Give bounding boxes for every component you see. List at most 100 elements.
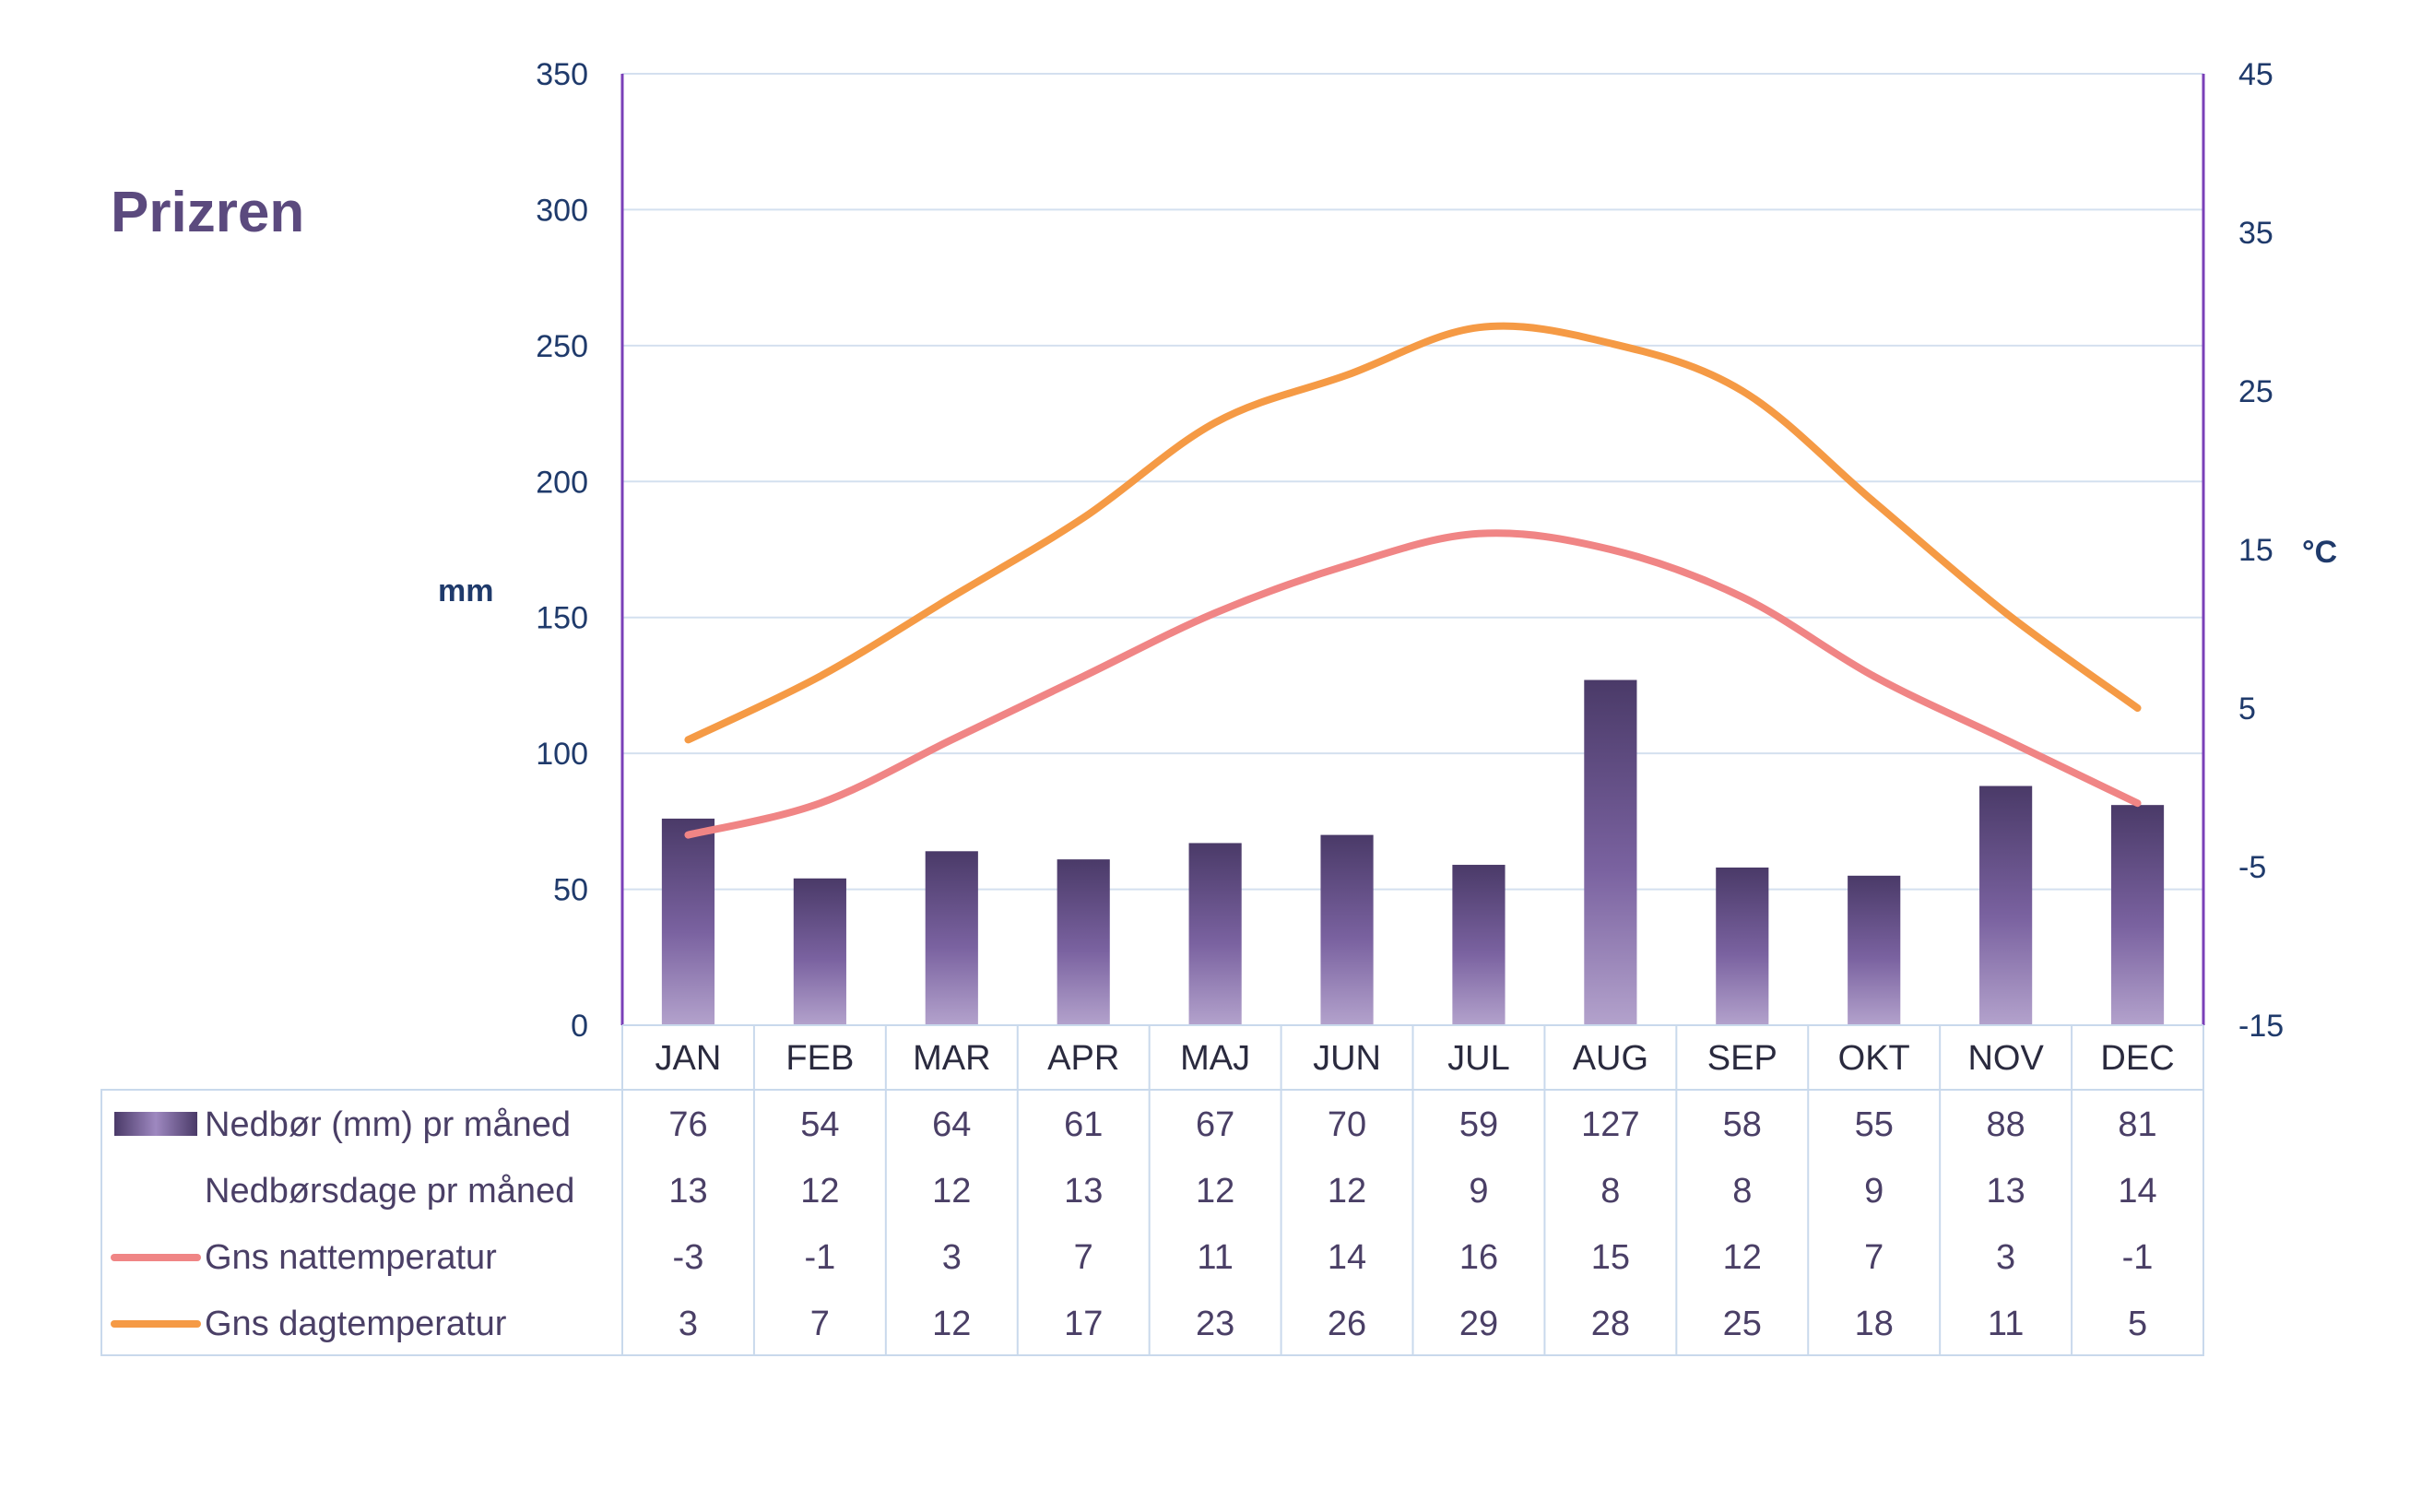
precipitation-bar (925, 851, 978, 1025)
data-value-label: 29 (1459, 1305, 1498, 1343)
right-tick-label: -15 (2238, 1009, 2284, 1044)
data-value-label: 12 (932, 1172, 971, 1211)
data-value-label: 64 (932, 1105, 971, 1144)
precipitation-bars (661, 679, 2165, 1025)
gridlines (622, 73, 2203, 891)
precipitation-bar (1979, 786, 2033, 1025)
category-label: MAR (913, 1039, 990, 1078)
right-tick-label: 25 (2238, 374, 2273, 409)
category-label: MAJ (1180, 1039, 1250, 1078)
data-value-label: 9 (1864, 1172, 1884, 1211)
category-label: JAN (655, 1039, 722, 1078)
data-value-label: 12 (1196, 1172, 1234, 1211)
data-value-label: 23 (1196, 1305, 1234, 1343)
data-value-label: 12 (1328, 1172, 1366, 1211)
data-value-label: 9 (1469, 1172, 1488, 1211)
left-tick-label: 200 (536, 465, 588, 500)
data-value-label: 11 (1197, 1238, 1233, 1277)
left-tick-label: 300 (536, 193, 588, 228)
series-name-label: Nedbør (mm) pr måned (205, 1105, 571, 1144)
data-value-label: 17 (1064, 1305, 1103, 1343)
left-tick-label: 150 (536, 601, 588, 636)
data-value-label: 14 (1328, 1238, 1366, 1277)
data-value-label: 81 (2118, 1105, 2156, 1144)
data-value-label: 12 (932, 1305, 971, 1343)
left-tick-label: 50 (553, 873, 588, 908)
right-tick-label: -5 (2238, 850, 2266, 885)
tick-labels: 0 50 100 150 200 250 300 350 -15 -5 5 15 25 35 45 JAN FE… (536, 57, 2284, 1078)
data-value-label: 15 (1591, 1238, 1630, 1277)
data-value-label: 18 (1855, 1305, 1894, 1343)
data-value-label: -1 (2122, 1238, 2154, 1277)
precipitation-bar (1848, 875, 1901, 1025)
category-label: DEC (2100, 1039, 2174, 1078)
precipitation-bar (1320, 834, 1374, 1025)
right-tick-label: 5 (2238, 691, 2256, 726)
data-value-label: 3 (1996, 1238, 2015, 1277)
right-tick-label: 45 (2238, 57, 2273, 92)
right-axis-label: °C (2302, 535, 2338, 570)
data-value-label: 67 (1196, 1105, 1234, 1144)
data-value-label: 16 (1459, 1238, 1498, 1277)
precipitation-bar (1716, 867, 1769, 1025)
data-value-label: 58 (1723, 1105, 1762, 1144)
category-label: APR (1047, 1039, 1119, 1078)
data-value-label: -1 (804, 1238, 835, 1277)
data-value-label: 13 (668, 1172, 707, 1211)
right-tick-label: 15 (2238, 533, 2273, 568)
right-tick-label: 35 (2238, 216, 2273, 251)
data-value-label: 127 (1581, 1105, 1639, 1144)
night-temperature-line (684, 529, 2142, 839)
precipitation-bar (661, 818, 715, 1025)
precipitation-bar (1584, 679, 1637, 1025)
data-value-label: 61 (1064, 1105, 1103, 1144)
data-value-label: 3 (942, 1238, 962, 1277)
category-label: NOV (1967, 1039, 2044, 1078)
data-value-label: -3 (673, 1238, 704, 1277)
category-label: JUL (1447, 1039, 1510, 1078)
category-label: SEP (1707, 1039, 1777, 1078)
left-tick-label: 250 (536, 329, 588, 364)
precipitation-bar (1452, 865, 1506, 1025)
left-tick-label: 0 (571, 1009, 588, 1044)
data-value-label: 14 (2118, 1172, 2156, 1211)
legend-swatch-precipitation (114, 1112, 197, 1136)
series-name-label: Gns nattemperatur (205, 1238, 497, 1277)
data-table: Nedbør (mm) pr måned 76 54 64 61 67 70 59 127 58 5… (100, 1025, 2204, 1356)
data-value-label: 11 (1988, 1305, 2024, 1343)
left-axis-label: mm (438, 573, 494, 608)
series-name-label: Gns dagtemperatur (205, 1305, 507, 1343)
data-value-label: 13 (1986, 1172, 2025, 1211)
data-value-label: 12 (1723, 1238, 1762, 1277)
left-tick-label: 350 (536, 57, 588, 92)
table-frame (100, 1089, 2204, 1356)
category-label: OKT (1838, 1039, 1910, 1078)
data-value-label: 5 (2128, 1305, 2147, 1343)
precipitation-bar (1188, 843, 1242, 1025)
data-value-label: 3 (679, 1305, 698, 1343)
category-label: FEB (785, 1039, 854, 1078)
data-value-label: 8 (1732, 1172, 1752, 1211)
chart-title: Prizren (111, 181, 305, 244)
data-value-label: 8 (1600, 1172, 1620, 1211)
precipitation-bar (1057, 859, 1110, 1025)
left-tick-label: 100 (536, 737, 588, 772)
data-value-label: 7 (1074, 1238, 1093, 1277)
data-value-label: 88 (1986, 1105, 2025, 1144)
day-temperature-line (684, 322, 2142, 744)
data-value-label: 55 (1855, 1105, 1894, 1144)
data-value-label: 25 (1723, 1305, 1762, 1343)
data-value-label: 12 (800, 1172, 839, 1211)
series-name-label: Nedbørsdage pr måned (205, 1172, 574, 1211)
data-value-label: 7 (810, 1305, 830, 1343)
data-value-label: 54 (800, 1105, 839, 1144)
temperature-lines (684, 322, 2142, 839)
category-label: AUG (1573, 1039, 1648, 1078)
data-value-label: 26 (1328, 1305, 1366, 1343)
data-value-label: 13 (1064, 1172, 1103, 1211)
axes (620, 74, 2205, 1026)
data-value-label: 59 (1459, 1105, 1498, 1144)
data-value-label: 70 (1328, 1105, 1366, 1144)
data-value-label: 7 (1864, 1238, 1884, 1277)
